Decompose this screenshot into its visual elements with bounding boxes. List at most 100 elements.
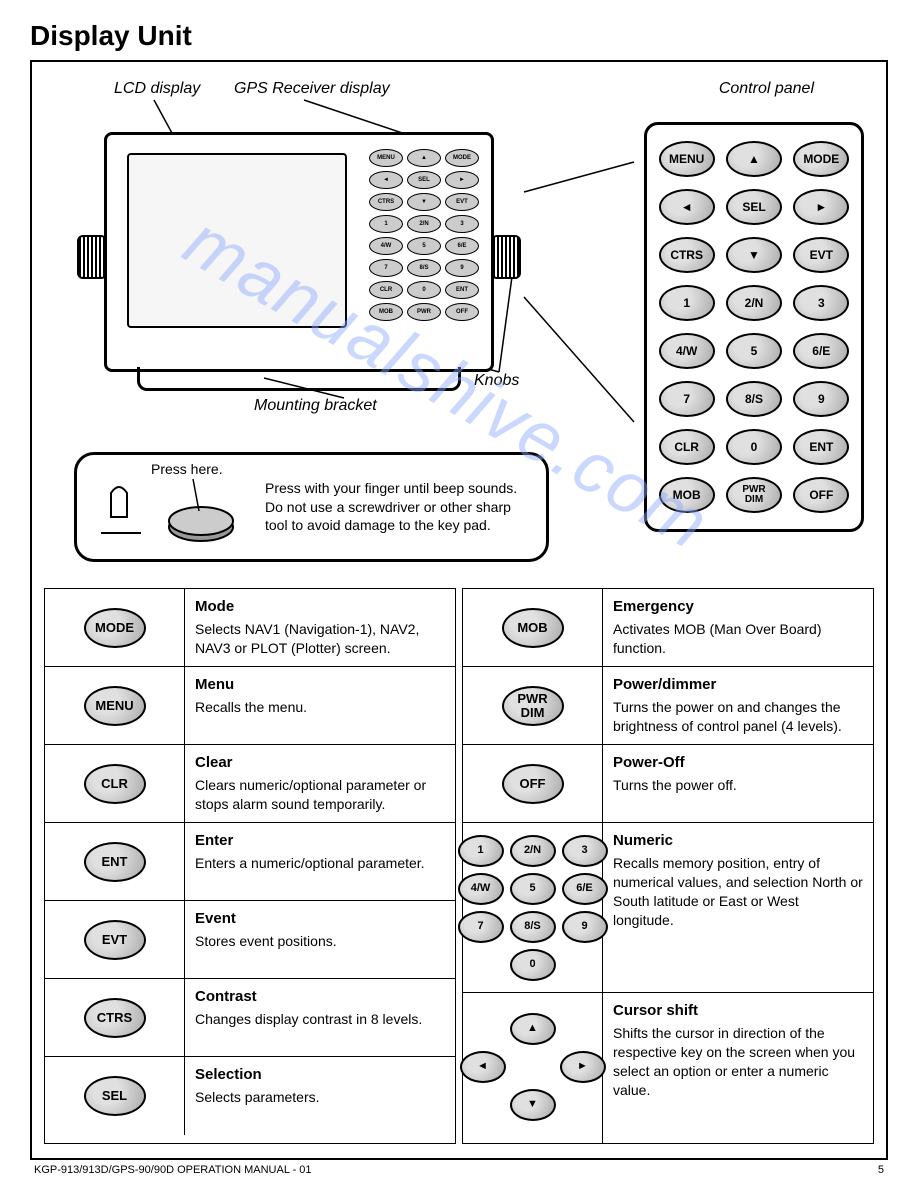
- numeric-key-icon: 8/S: [510, 911, 556, 943]
- panel-button: 6/E: [793, 333, 849, 369]
- mini-button: 8/S: [407, 259, 441, 277]
- panel-button: ◄: [659, 189, 715, 225]
- mini-button: EVT: [445, 193, 479, 211]
- mini-button: 0: [407, 281, 441, 299]
- description-cell: Clear Clears numeric/optional parameter …: [185, 745, 455, 822]
- mini-button: MODE: [445, 149, 479, 167]
- panel-button: ▼: [726, 237, 782, 273]
- mini-button: PWR: [407, 303, 441, 321]
- mini-button: SEL: [407, 171, 441, 189]
- description-cell: Cursor shift Shifts the cursor in direct…: [603, 993, 873, 1143]
- key-button-icon: SEL: [84, 1076, 146, 1116]
- panel-button: 3: [793, 285, 849, 321]
- button-cell: SEL: [45, 1057, 185, 1135]
- page-title: Display Unit: [30, 20, 888, 52]
- description-cell: Enter Enters a numeric/optional paramete…: [185, 823, 455, 900]
- panel-button: 9: [793, 381, 849, 417]
- table-row: OFF Power-Off Turns the power off.: [463, 745, 873, 823]
- numeric-key-icon: 0: [510, 949, 556, 981]
- press-info-box: Press here. Press with your finger until…: [74, 452, 549, 562]
- desc-text: Turns the power on and changes the brigh…: [613, 699, 842, 734]
- description-cell: Menu Recalls the menu.: [185, 667, 455, 744]
- panel-button: MENU: [659, 141, 715, 177]
- table-row: CTRS Contrast Changes display contrast i…: [45, 979, 455, 1057]
- description-cell: Power/dimmer Turns the power on and chan…: [603, 667, 873, 744]
- panel-button: CLR: [659, 429, 715, 465]
- panel-button: MODE: [793, 141, 849, 177]
- desc-title: Event: [195, 909, 445, 929]
- mini-button: 9: [445, 259, 479, 277]
- lcd-screen-icon: [127, 153, 347, 328]
- desc-title: Menu: [195, 675, 445, 695]
- description-cell: Numeric Recalls memory position, entry o…: [603, 823, 873, 992]
- table-row: MODE Mode Selects NAV1 (Navigation-1), N…: [45, 589, 455, 667]
- numeric-key-icon: 4/W: [458, 873, 504, 905]
- press-illustration: Press here.: [91, 463, 251, 551]
- key-button-icon: MODE: [84, 608, 146, 648]
- panel-button: ENT: [793, 429, 849, 465]
- right-arrow-icon: ►: [560, 1051, 606, 1083]
- knob-right-icon: [491, 235, 521, 279]
- table-row-numeric: 12/N34/W56/E78/S90 Numeric Recalls memor…: [463, 823, 873, 993]
- mini-button: MENU: [369, 149, 403, 167]
- down-arrow-icon: ▼: [510, 1089, 556, 1121]
- panel-button: 8/S: [726, 381, 782, 417]
- key-button-icon: ENT: [84, 842, 146, 882]
- panel-button: CTRS: [659, 237, 715, 273]
- up-arrow-icon: ▲: [510, 1013, 556, 1045]
- press-here-label: Press here.: [151, 461, 223, 477]
- key-button-icon: EVT: [84, 920, 146, 960]
- button-cell: MOB: [463, 589, 603, 666]
- desc-text: Selects NAV1 (Navigation-1), NAV2, NAV3 …: [195, 621, 419, 656]
- panel-button: EVT: [793, 237, 849, 273]
- mini-button: 4/W: [369, 237, 403, 255]
- mini-button: 1: [369, 215, 403, 233]
- left-column: MODE Mode Selects NAV1 (Navigation-1), N…: [44, 588, 456, 1144]
- device-keypad: MENU▲MODE◄SEL►CTRS▼EVT12/N34/W56/E78/S9C…: [369, 149, 479, 321]
- desc-text: Activates MOB (Man Over Board) function.: [613, 621, 822, 656]
- footer-left: KGP-913/913D/GPS-90/90D OPERATION MANUAL…: [34, 1164, 312, 1176]
- table-row: CLR Clear Clears numeric/optional parame…: [45, 745, 455, 823]
- numeric-keypad: 12/N34/W56/E78/S90: [458, 835, 608, 981]
- mini-button: 2/N: [407, 215, 441, 233]
- label-gps: GPS Receiver display: [234, 80, 390, 98]
- mini-button: OFF: [445, 303, 479, 321]
- desc-title: Numeric: [613, 831, 863, 851]
- numeric-key-icon: 6/E: [562, 873, 608, 905]
- numeric-key-icon: 1: [458, 835, 504, 867]
- button-cell: MODE: [45, 589, 185, 666]
- description-cell: Selection Selects parameters.: [185, 1057, 455, 1135]
- label-lcd: LCD display: [114, 80, 200, 98]
- button-cell: ENT: [45, 823, 185, 900]
- panel-button: OFF: [793, 477, 849, 513]
- desc-text: Stores event positions.: [195, 933, 337, 949]
- mini-button: ▲: [407, 149, 441, 167]
- table-row: PWRDIM Power/dimmer Turns the power on a…: [463, 667, 873, 745]
- mini-button: ENT: [445, 281, 479, 299]
- desc-text: Selects parameters.: [195, 1089, 320, 1105]
- key-button-icon: CTRS: [84, 998, 146, 1038]
- table-row: MOB Emergency Activates MOB (Man Over Bo…: [463, 589, 873, 667]
- panel-button: 2/N: [726, 285, 782, 321]
- table-row-cursor: ▲ ◄ ► ▼ Cursor shift Shifts the cursor i…: [463, 993, 873, 1143]
- mini-button: 3: [445, 215, 479, 233]
- numeric-key-icon: 5: [510, 873, 556, 905]
- desc-title: Contrast: [195, 987, 445, 1007]
- numeric-key-icon: 7: [458, 911, 504, 943]
- mini-button: CLR: [369, 281, 403, 299]
- desc-text: Clears numeric/optional parameter or sto…: [195, 777, 426, 812]
- knob-left-icon: [77, 235, 107, 279]
- key-button-icon: MENU: [84, 686, 146, 726]
- button-cell: CTRS: [45, 979, 185, 1056]
- mini-button: 6/E: [445, 237, 479, 255]
- desc-title: Selection: [195, 1065, 445, 1085]
- panel-button: PWRDIM: [726, 477, 782, 513]
- mini-button: MOB: [369, 303, 403, 321]
- panel-button: 5: [726, 333, 782, 369]
- mini-button: ►: [445, 171, 479, 189]
- device-drawing: MENU▲MODE◄SEL►CTRS▼EVT12/N34/W56/E78/S9C…: [104, 132, 494, 372]
- footer-page-number: 5: [878, 1164, 884, 1176]
- desc-text: Turns the power off.: [613, 777, 737, 793]
- page-footer: KGP-913/913D/GPS-90/90D OPERATION MANUAL…: [30, 1164, 888, 1176]
- panel-button: MOB: [659, 477, 715, 513]
